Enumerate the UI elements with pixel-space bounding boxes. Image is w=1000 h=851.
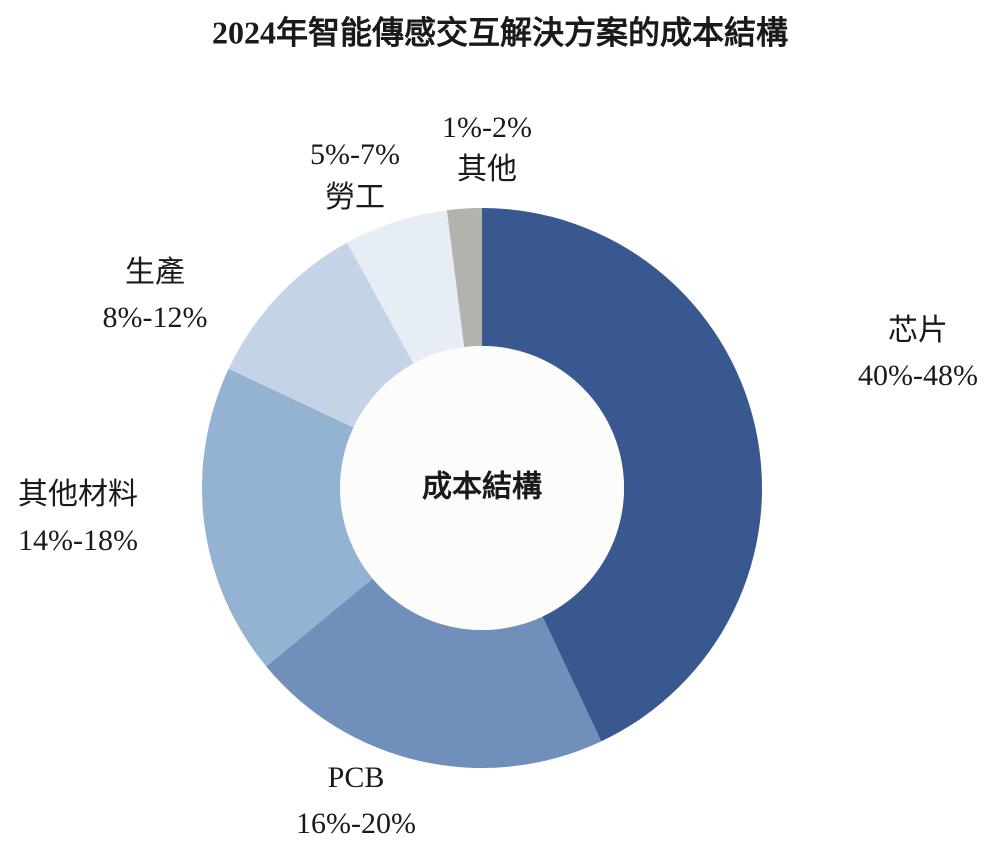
slice-name: 其他	[457, 153, 517, 186]
slice-value-label: 8%-12%	[103, 301, 208, 334]
donut-slice	[482, 208, 762, 742]
slice-value-label: 1%-2%	[442, 111, 532, 144]
slice-name: 生產	[125, 256, 185, 289]
slice-name: PCB	[328, 761, 385, 794]
chart-title: 2024年智能傳感交互解決方案的成本結構	[212, 14, 788, 50]
slice-value-label: 40%-48%	[858, 359, 978, 392]
center-label: 成本結構	[422, 470, 542, 505]
slice-value-label: 5%-7%	[310, 138, 400, 171]
slice-name: 勞工	[325, 181, 385, 214]
slice-name: 芯片	[888, 314, 948, 347]
slice-value-label: 16%-20%	[296, 807, 416, 840]
donut-slice	[446, 208, 482, 348]
donut-slice	[266, 578, 602, 768]
donut-slice	[228, 242, 414, 428]
donut-slice	[347, 210, 465, 364]
donut-hole	[340, 346, 624, 630]
slice-name: 其他材料	[18, 478, 138, 511]
slice-value-label: 14%-18%	[18, 524, 138, 557]
donut-slice	[202, 368, 373, 667]
